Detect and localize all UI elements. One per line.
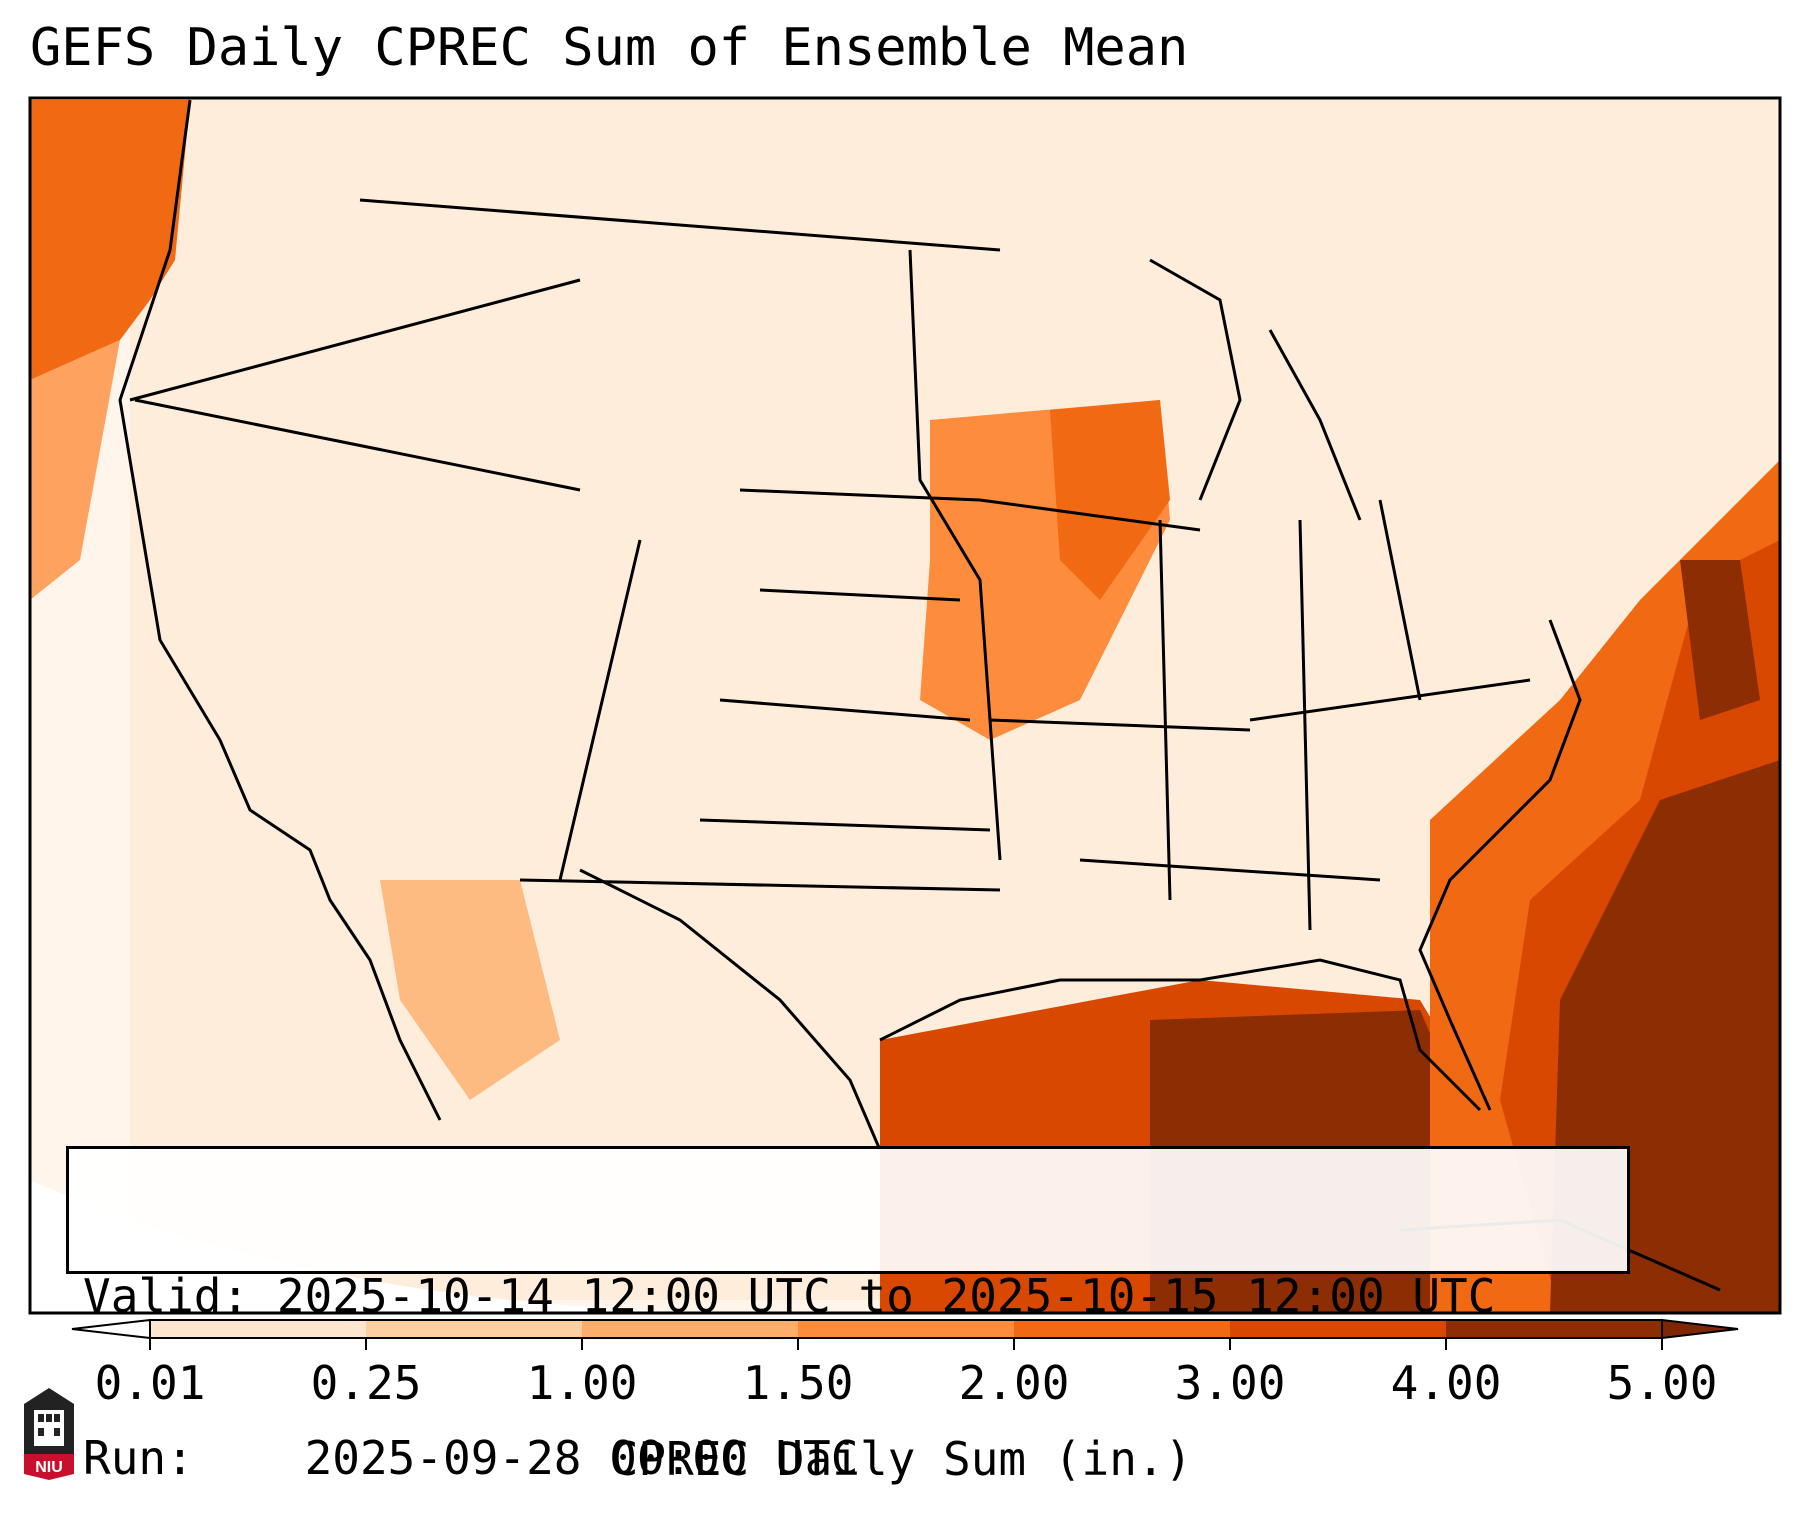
- valid-value: 2025-10-14 12:00 UTC to 2025-10-15 12:00…: [276, 1269, 1496, 1323]
- colorbar-segment: [1446, 1320, 1663, 1338]
- colorbar: [71, 1318, 1739, 1350]
- colorbar-tick-label: 2.00: [958, 1356, 1070, 1410]
- boundaries: [118, 99, 1721, 1292]
- precip-field: [30, 100, 1780, 1313]
- colorbar-tick-label: 0.01: [94, 1356, 206, 1410]
- colorbar-frame: [149, 1319, 1663, 1339]
- west-coast: [118, 99, 442, 1121]
- colorbar-segment: [1014, 1320, 1231, 1338]
- run-label: Run:: [83, 1431, 194, 1485]
- run-line: Run: 2025-09-28 00:00 UTC: [83, 1431, 1613, 1485]
- colorbar-tick-label: 5.00: [1606, 1356, 1718, 1410]
- colorbar-segment: [1230, 1320, 1447, 1338]
- niu-logo-text: NIU: [35, 1459, 63, 1476]
- mexico-border: [579, 868, 882, 1151]
- valid-run-box: Valid: 2025-10-14 12:00 UTC to 2025-10-1…: [66, 1146, 1630, 1485]
- colorbar-label: CPREC Daily Sum (in.): [610, 1432, 1193, 1486]
- state-lines-east: [979, 498, 1531, 931]
- colorbar-tick-label: 3.00: [1174, 1356, 1286, 1410]
- gulf-coast: [879, 958, 1482, 1112]
- map-frame: [28, 96, 1782, 1315]
- colorbar-tick-label: 1.00: [526, 1356, 638, 1410]
- colorbar-segment: [798, 1320, 1015, 1338]
- map-title: GEFS Daily CPREC Sum of Ensemble Mean: [30, 18, 1189, 78]
- east-coast: [1418, 619, 1582, 1111]
- colorbar-tick-label: 4.00: [1390, 1356, 1502, 1410]
- colorbar-tick-label: 0.25: [310, 1356, 422, 1410]
- run-value: 2025-09-28 00:00 UTC: [304, 1431, 859, 1485]
- state-lines-central: [699, 249, 1002, 861]
- colorbar-segment: [366, 1320, 583, 1338]
- great-lakes: [1149, 258, 1362, 521]
- colorbar-segment: [150, 1320, 367, 1338]
- valid-label: Valid:: [83, 1269, 250, 1323]
- valid-line: Valid: 2025-10-14 12:00 UTC to 2025-10-1…: [83, 1269, 1613, 1323]
- state-lines-west: [129, 198, 1001, 892]
- colorbar-segment: [582, 1320, 799, 1338]
- colorbar-tick-label: 1.50: [742, 1356, 854, 1410]
- colorbar-over-arrow: [1661, 1318, 1739, 1340]
- niu-logo-icon: NIU: [24, 1388, 74, 1480]
